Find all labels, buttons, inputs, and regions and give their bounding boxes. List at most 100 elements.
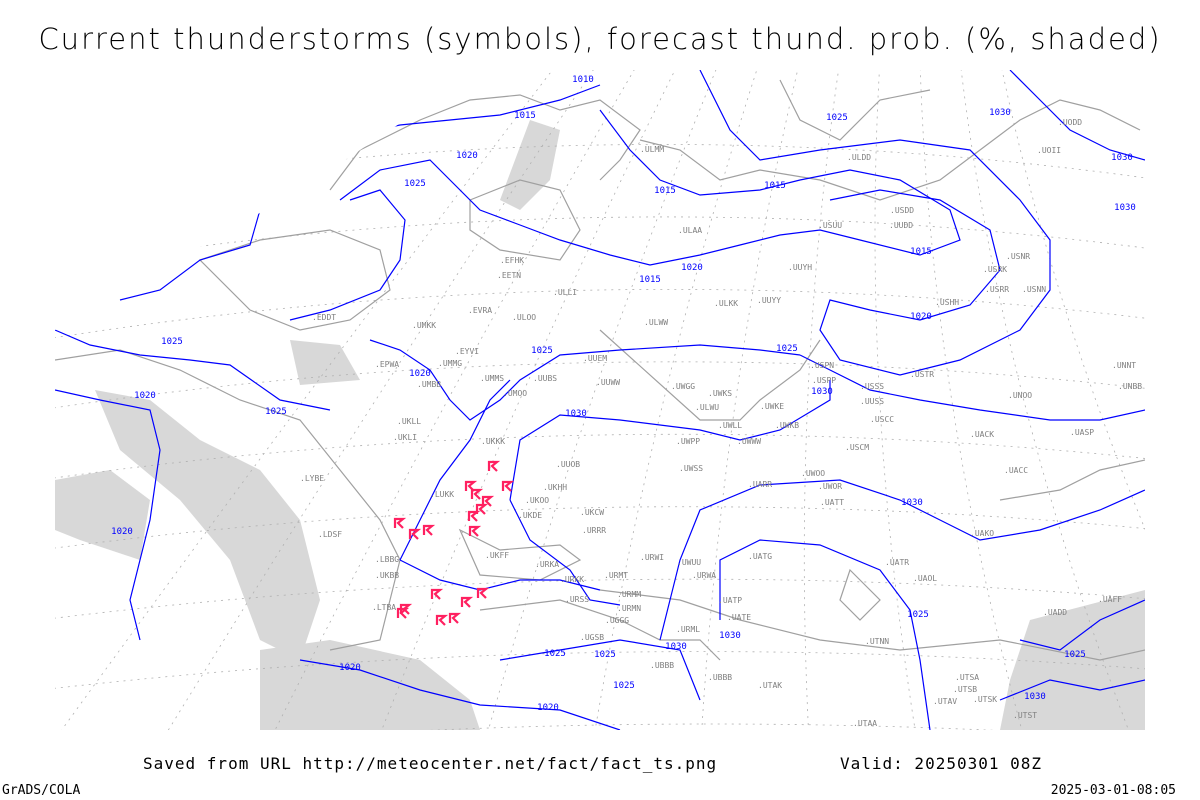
station-label: .UATR bbox=[885, 558, 909, 567]
isobar-label: 1020 bbox=[111, 527, 133, 537]
station-label: .USPP bbox=[812, 376, 836, 385]
station-label: .UOII bbox=[1037, 146, 1061, 155]
isobar-label: 1025 bbox=[544, 649, 566, 659]
station-label: .UNOO bbox=[1008, 391, 1032, 400]
thunderstorm-symbol bbox=[396, 607, 410, 619]
station-label: .UKLI bbox=[393, 433, 417, 442]
shaded-area bbox=[1000, 590, 1145, 730]
station-label: .URRR bbox=[582, 526, 606, 535]
thunderstorm-symbol bbox=[467, 510, 481, 522]
station-label: .UACC bbox=[1004, 466, 1028, 475]
isobar-label: 1025 bbox=[907, 610, 929, 620]
station-label: .UMMG bbox=[438, 359, 462, 368]
isobar-label: 1015 bbox=[639, 275, 661, 285]
station-label: .USCM bbox=[845, 443, 869, 452]
isobar-label: 1030 bbox=[1114, 203, 1136, 213]
shaded-area bbox=[95, 390, 320, 660]
station-label: .UAOL bbox=[913, 574, 937, 583]
station-label: .UWUU bbox=[677, 558, 701, 567]
station-label: .LTBA bbox=[372, 603, 396, 612]
isobar-label: 1010 bbox=[572, 75, 594, 85]
isobar-label: 1030 bbox=[565, 409, 587, 419]
station-label: .USSS bbox=[860, 382, 884, 391]
isobar-label: 1020 bbox=[537, 703, 559, 713]
station-label: .UNNT bbox=[1112, 361, 1136, 370]
isobar-label: 1025 bbox=[594, 650, 616, 660]
thunderstorm-symbol bbox=[481, 495, 495, 507]
generation-timestamp: 2025-03-01-08:05 bbox=[1050, 783, 1176, 798]
station-label: .UUOB bbox=[556, 460, 580, 469]
station-label: .UUYY bbox=[757, 296, 781, 305]
station-label: .URMN bbox=[617, 604, 641, 613]
station-label: .UUSS bbox=[860, 397, 884, 406]
station-label: .USPN bbox=[810, 361, 834, 370]
station-label: .UARR bbox=[748, 480, 772, 489]
station-label: .UTSB bbox=[953, 685, 977, 694]
shaded-area bbox=[260, 640, 480, 730]
station-label: .UUYH bbox=[788, 263, 812, 272]
isobar-label: 1020 bbox=[134, 391, 156, 401]
station-label: .UKDE bbox=[518, 511, 542, 520]
station-label: .LUKK bbox=[430, 490, 454, 499]
isobar-label: 1025 bbox=[161, 337, 183, 347]
station-label: .ULLI bbox=[553, 288, 577, 297]
station-label: .UGGG bbox=[605, 616, 629, 625]
coastlines-borders bbox=[55, 79, 1145, 661]
station-label: .UWKB bbox=[775, 421, 799, 430]
station-label: .UAFF bbox=[1098, 595, 1122, 604]
thunderstorm-symbol bbox=[476, 587, 490, 599]
station-label: .UTNN bbox=[865, 637, 889, 646]
station-label: .UTST bbox=[1013, 711, 1037, 720]
station-label: .UWPP bbox=[676, 437, 700, 446]
station-label: .UMBB bbox=[417, 380, 441, 389]
shaded-area bbox=[290, 340, 360, 385]
station-label: .UUEM bbox=[583, 354, 607, 363]
station-label: .UBBB bbox=[650, 661, 674, 670]
station-label: .USNR bbox=[1006, 252, 1030, 261]
isobar-label: 1030 bbox=[901, 498, 923, 508]
isobar-label: 1015 bbox=[514, 111, 536, 121]
station-label: .LDSF bbox=[318, 530, 342, 539]
shaded-area bbox=[55, 470, 150, 560]
thunderstorm-symbol bbox=[475, 503, 489, 515]
thunderstorm-symbols bbox=[393, 460, 515, 626]
thunderstorm-symbol bbox=[430, 588, 444, 600]
thunderstorm-symbol bbox=[422, 524, 436, 536]
station-label: .URML bbox=[676, 625, 700, 634]
station-label: .UASP bbox=[1070, 428, 1094, 437]
isobar-labels: 1010 1015 1020 1025 1015 1025 1030 1030 1030 1015… bbox=[111, 75, 1136, 713]
thunderstorm-symbol bbox=[408, 528, 422, 540]
isobar-label: 1015 bbox=[764, 181, 786, 191]
station-label: .URWI bbox=[640, 553, 664, 562]
isobar-label: 1030 bbox=[811, 387, 833, 397]
station-label: .URKK bbox=[560, 575, 584, 584]
thunderstorm-symbol bbox=[435, 614, 449, 626]
station-label: .UTAA bbox=[853, 719, 877, 728]
station-label: .UTSA bbox=[955, 673, 979, 682]
station-label: .LYBE bbox=[300, 474, 324, 483]
isobar-label: 1030 bbox=[1111, 153, 1133, 163]
station-label: .UBBB bbox=[708, 673, 732, 682]
station-label: .EETN bbox=[497, 271, 521, 280]
isobar-label: 1015 bbox=[654, 186, 676, 196]
isobar-label: 1030 bbox=[665, 642, 687, 652]
station-label: .UGSB bbox=[580, 633, 604, 642]
station-label: .USCC bbox=[870, 415, 894, 424]
isobar-label: 1025 bbox=[531, 346, 553, 356]
station-label: .USNN bbox=[1022, 285, 1046, 294]
station-label: .UACK bbox=[970, 430, 994, 439]
station-label: .URSS bbox=[565, 595, 589, 604]
thunderstorm-symbol bbox=[501, 480, 515, 492]
isobar-label: 1025 bbox=[404, 179, 426, 189]
isobar-label: 1025 bbox=[1064, 650, 1086, 660]
station-label: .UMKK bbox=[412, 321, 436, 330]
station-label: .URKA bbox=[535, 560, 559, 569]
thunderstorm-symbol bbox=[487, 460, 501, 472]
station-label: .ULWW bbox=[644, 318, 668, 327]
station-label: .LBBG bbox=[375, 555, 399, 564]
isobar-label: 1030 bbox=[1024, 692, 1046, 702]
station-label: .EFHK bbox=[500, 256, 524, 265]
station-label: .ULOO bbox=[512, 313, 536, 322]
thunderstorm-symbol bbox=[460, 596, 474, 608]
